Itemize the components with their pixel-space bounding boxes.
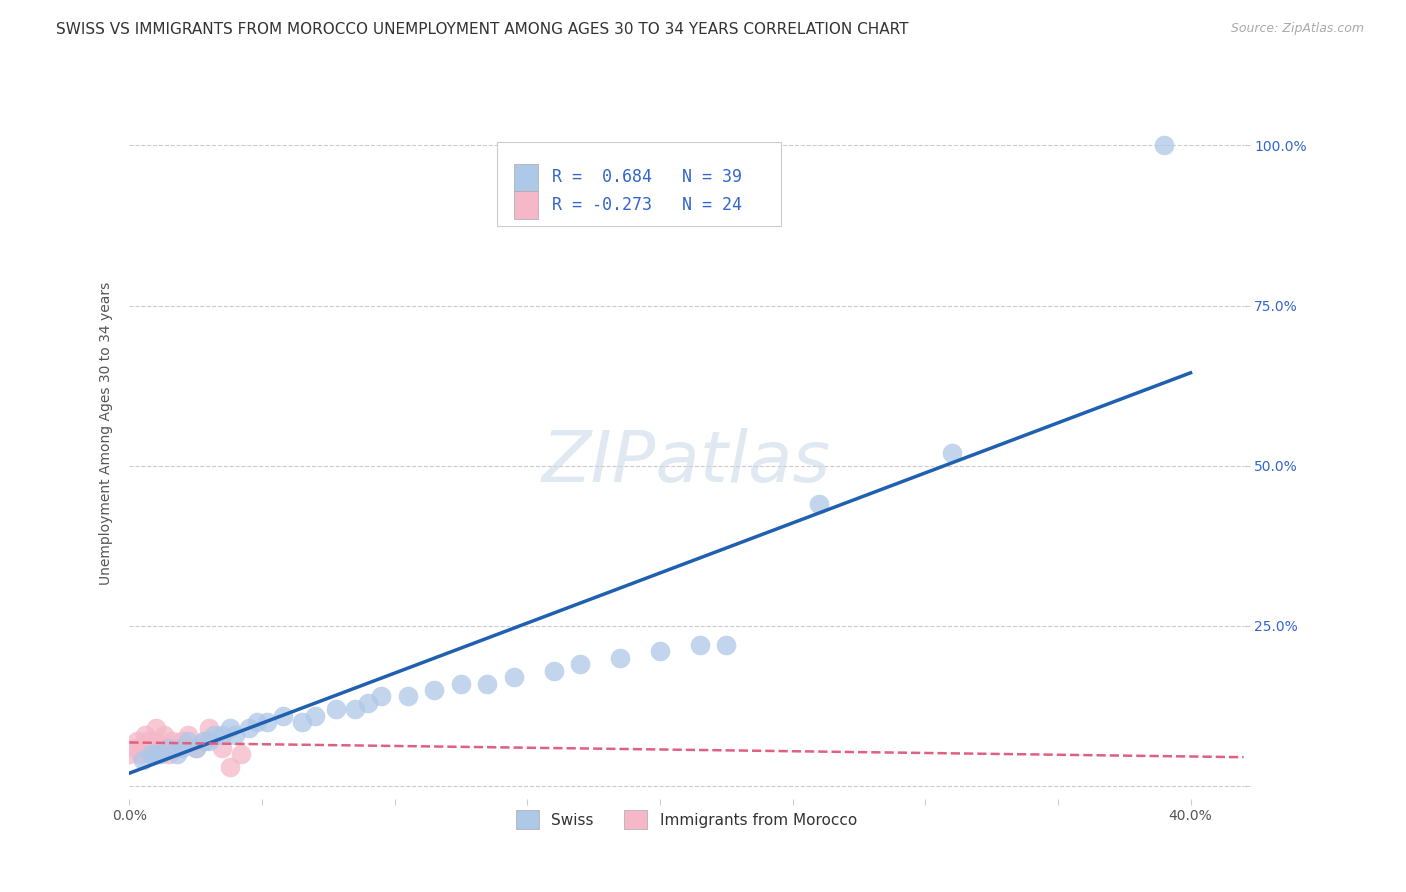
Point: [569, 657, 592, 672]
Point: [124, 740, 146, 755]
Point: [271, 708, 294, 723]
FancyBboxPatch shape: [498, 142, 782, 226]
Point: [150, 747, 173, 761]
Point: [142, 747, 165, 761]
Point: [357, 696, 380, 710]
Point: [145, 747, 167, 761]
Point: [176, 728, 198, 742]
Point: [211, 728, 233, 742]
Point: [246, 714, 269, 729]
Text: SWISS VS IMMIGRANTS FROM MOROCCO UNEMPLOYMENT AMONG AGES 30 TO 34 YEARS CORRELAT: SWISS VS IMMIGRANTS FROM MOROCCO UNEMPLO…: [56, 22, 908, 37]
Point: [198, 722, 221, 736]
Point: [145, 734, 167, 748]
Point: [129, 747, 152, 761]
Point: [153, 728, 176, 742]
Point: [131, 753, 153, 767]
Point: [503, 670, 526, 684]
Point: [172, 734, 194, 748]
Point: [808, 497, 831, 511]
Point: [136, 734, 159, 748]
Point: [1153, 138, 1175, 153]
FancyBboxPatch shape: [513, 191, 538, 219]
Point: [423, 682, 446, 697]
FancyBboxPatch shape: [513, 163, 538, 191]
Point: [184, 740, 207, 755]
Legend: Swiss, Immigrants from Morocco: Swiss, Immigrants from Morocco: [510, 805, 863, 835]
Point: [157, 747, 180, 761]
Point: [370, 690, 392, 704]
Point: [396, 690, 419, 704]
Point: [160, 734, 183, 748]
Point: [193, 734, 215, 748]
Point: [477, 676, 499, 690]
Point: [172, 740, 194, 755]
Point: [716, 638, 738, 652]
Point: [543, 664, 565, 678]
Point: [166, 747, 188, 761]
Point: [131, 740, 153, 755]
Point: [648, 644, 671, 658]
Point: [689, 638, 711, 652]
Point: [291, 714, 314, 729]
Point: [941, 446, 963, 460]
Point: [118, 747, 141, 761]
Y-axis label: Unemployment Among Ages 30 to 34 years: Unemployment Among Ages 30 to 34 years: [100, 282, 114, 585]
Point: [202, 728, 225, 742]
Point: [238, 722, 260, 736]
Point: [343, 702, 366, 716]
Point: [157, 740, 180, 755]
Point: [184, 740, 207, 755]
Point: [219, 722, 242, 736]
Point: [304, 708, 326, 723]
Point: [229, 747, 252, 761]
Text: R = -0.273   N = 24: R = -0.273 N = 24: [551, 196, 741, 214]
Point: [609, 651, 631, 665]
Point: [166, 740, 188, 755]
Point: [224, 728, 246, 742]
Point: [145, 722, 167, 736]
Point: [139, 747, 162, 761]
Point: [127, 734, 149, 748]
Point: [193, 734, 215, 748]
Point: [150, 740, 173, 755]
Point: [219, 760, 242, 774]
Point: [134, 728, 156, 742]
Point: [450, 676, 472, 690]
Point: [139, 740, 162, 755]
Text: R =  0.684   N = 39: R = 0.684 N = 39: [551, 169, 741, 186]
Point: [325, 702, 347, 716]
Text: ZIPatlas: ZIPatlas: [541, 428, 831, 498]
Point: [176, 734, 198, 748]
Point: [256, 714, 278, 729]
Text: Source: ZipAtlas.com: Source: ZipAtlas.com: [1230, 22, 1364, 36]
Point: [198, 734, 221, 748]
Point: [211, 740, 233, 755]
